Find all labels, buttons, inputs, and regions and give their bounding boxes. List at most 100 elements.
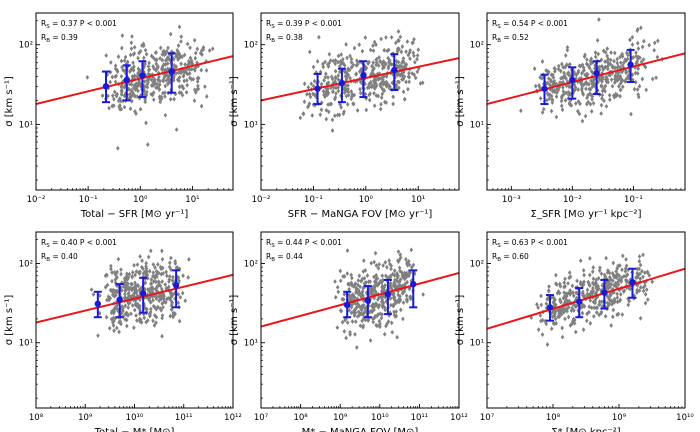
scatter-point (314, 70, 319, 75)
scatter-point (110, 292, 115, 298)
scatter-point (561, 92, 566, 97)
scatter-point (547, 284, 551, 289)
scatter-point (165, 296, 169, 302)
x-tick-label: 10¹ (185, 195, 199, 205)
scatter-point (130, 98, 134, 104)
scatter-point (127, 287, 131, 292)
scatter-point (591, 100, 596, 106)
scatter-point (551, 74, 556, 80)
scatter-point (171, 56, 176, 62)
scatter-point (160, 248, 164, 254)
scatter-point (581, 281, 586, 287)
x-tick-label: 10⁻¹ (624, 195, 643, 205)
scatter-point (127, 298, 132, 304)
scatter-point (146, 254, 151, 260)
scatter-point (379, 315, 384, 321)
scatter-point (643, 291, 648, 297)
scatter-point (553, 68, 557, 74)
scatter-point (598, 77, 602, 82)
scatter-point (186, 58, 191, 64)
scatter-point (539, 293, 543, 299)
scatter-point (119, 321, 123, 327)
scatter-point (591, 265, 596, 270)
scatter-point (624, 273, 629, 279)
scatter-point (621, 253, 625, 259)
scatter-point (634, 282, 639, 287)
scatter-point (387, 85, 392, 91)
scatter-point (113, 290, 118, 295)
scatter-point (610, 63, 615, 69)
scatter-point (353, 306, 358, 312)
scatter-point (180, 92, 185, 98)
scatter-point (311, 83, 316, 89)
scatter-point (593, 54, 598, 60)
scatter-point (130, 287, 134, 293)
scatter-point (148, 299, 153, 305)
scatter-point (624, 277, 628, 283)
scatter-point (319, 81, 324, 87)
scatter-point (368, 309, 372, 315)
scatter-point (192, 98, 197, 104)
scatter-point (372, 274, 376, 280)
scatter-point (404, 49, 408, 55)
binned-point (600, 278, 609, 310)
scatter-point (407, 262, 412, 268)
scatter-point (624, 70, 628, 76)
scatter-point (133, 93, 137, 99)
scatter-point (596, 51, 601, 57)
scatter-point (590, 290, 595, 296)
scatter-point (336, 53, 341, 59)
scatter-point (626, 296, 630, 302)
scatter-point (377, 71, 382, 77)
scatter-point (574, 297, 578, 303)
scatter-point (618, 93, 622, 99)
scatter-point (373, 84, 377, 90)
scatter-point (142, 63, 147, 69)
scatter-point (621, 65, 626, 71)
scatter-point (113, 74, 118, 80)
scatter-point (122, 84, 127, 90)
scatter-point (109, 60, 113, 65)
scatter-point (590, 94, 595, 99)
x-tick-label: 10⁹ (612, 413, 627, 423)
scatter-point (601, 48, 606, 54)
scatter-point (330, 128, 335, 133)
scatter-point (104, 314, 109, 320)
scatter-point (324, 107, 329, 113)
scatter-point (589, 289, 594, 295)
scatter-point (129, 93, 133, 99)
scatter-point (654, 75, 658, 81)
scatter-point (356, 278, 361, 283)
scatter-point (367, 81, 371, 87)
scatter-point (389, 61, 394, 67)
scatter-point (129, 46, 134, 52)
scatter-point (329, 74, 334, 80)
scatter-point (620, 312, 625, 317)
scatter-point (626, 52, 630, 58)
scatter-point (89, 287, 94, 293)
scatter-point (577, 111, 582, 117)
scatter-point (612, 296, 617, 302)
scatter-point (347, 282, 352, 287)
scatter-point (309, 81, 314, 87)
binned-marker (391, 66, 398, 74)
scatter-point (585, 73, 589, 79)
scatter-point (409, 265, 414, 270)
scatter-point (351, 62, 356, 68)
scatter-point (187, 67, 192, 73)
scatter-point (166, 45, 170, 51)
scatter-point (616, 75, 620, 81)
scatter-point (568, 274, 573, 280)
scatter-point (321, 61, 325, 67)
scatter-point (149, 281, 154, 287)
scatter-point (540, 110, 545, 115)
scatter-point (581, 267, 586, 273)
scatter-point (163, 67, 168, 73)
scatter-point (613, 50, 617, 56)
scatter-point (363, 306, 367, 312)
annotation-spearman: RS = 0.37 P < 0.001 (41, 19, 117, 30)
scatter-point (120, 88, 124, 93)
x-tick-label: 10¹ (411, 195, 425, 205)
scatter-point (597, 299, 602, 305)
scatter-point (151, 279, 156, 284)
